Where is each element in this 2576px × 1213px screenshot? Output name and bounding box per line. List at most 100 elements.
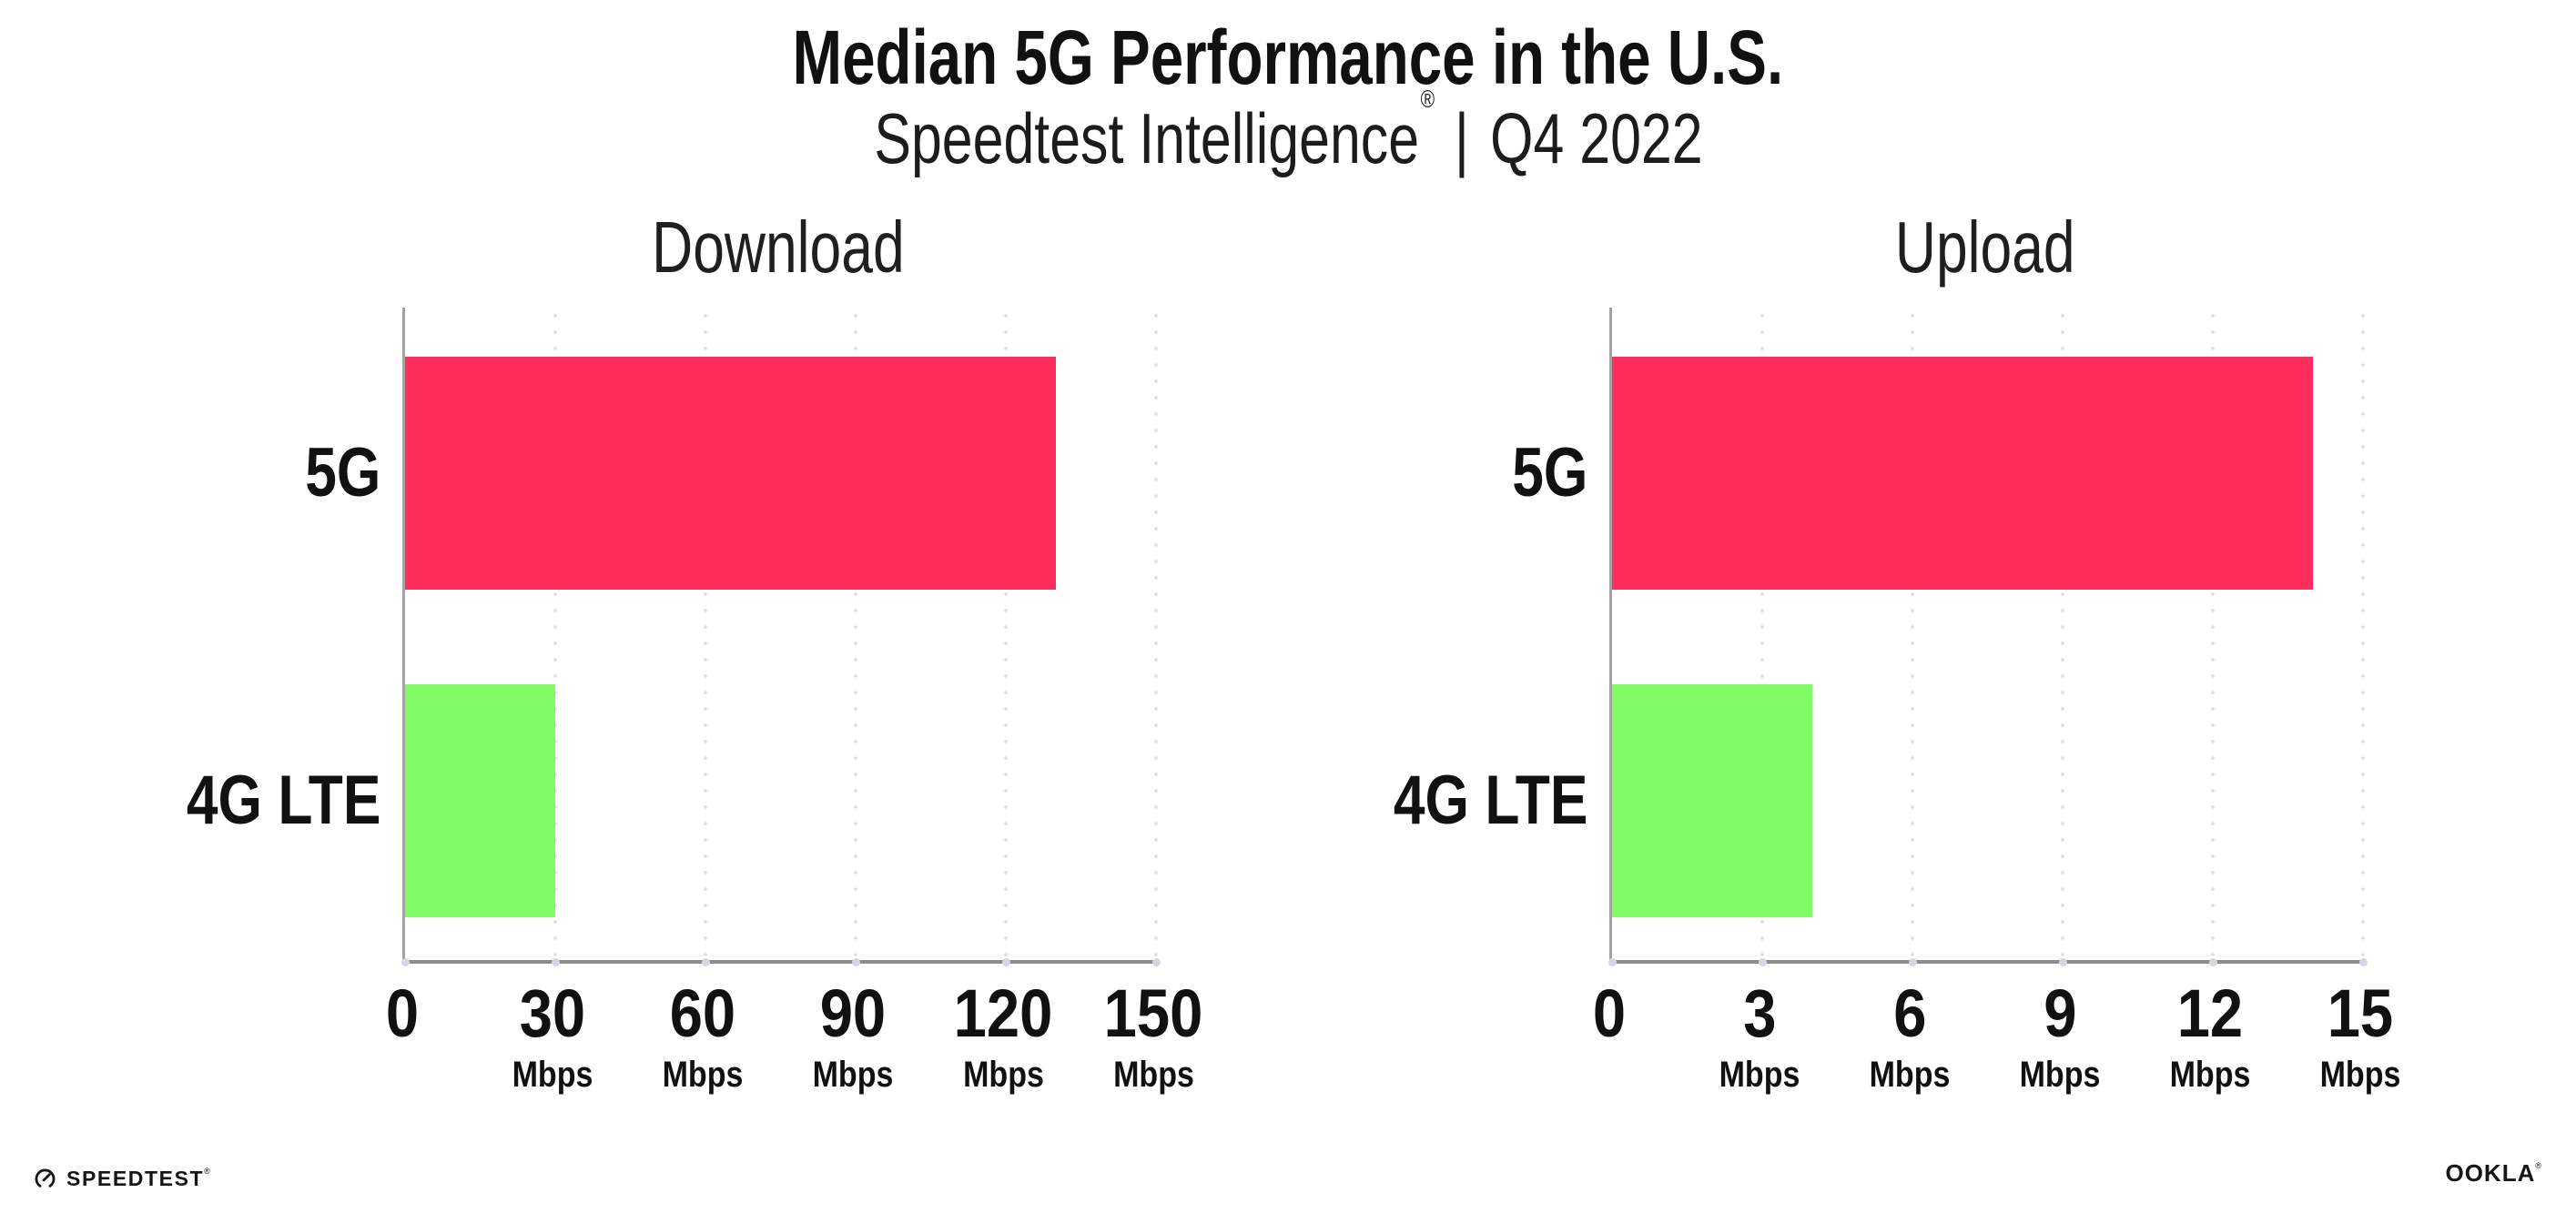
download-xtick-value: 60	[669, 975, 736, 1052]
download-gridline-120	[1004, 308, 1008, 961]
download-xaxis-ticks: 0 30 Mbps 60 Mbps 90 Mbps 120 Mbps 150 Mbps	[386, 975, 1202, 1107]
upload-gridline-9	[2061, 308, 2064, 961]
download-xtick-0: 0	[383, 980, 421, 1047]
upload-gridline-15	[2361, 308, 2365, 961]
upload-xtick-unit-text: Mbps	[1869, 1055, 1951, 1096]
download-category-label-text: 4G LTE	[186, 762, 380, 840]
upload-bar-4g-lte	[1612, 684, 1812, 918]
upload-xtick-unit: Mbps	[1862, 1056, 1957, 1093]
upload-axis-tick-dot-6	[1908, 958, 1917, 967]
upload-xtick-value: 15	[2327, 975, 2394, 1052]
ookla-registered-mark: ®	[2535, 1160, 2541, 1170]
subtitle-period: Q4 2022	[1489, 97, 1703, 178]
registered-trademark-icon: ®	[1420, 85, 1435, 113]
download-xtick-150: 150 Mbps	[1097, 975, 1209, 1096]
upload-gridline-6	[1911, 308, 1914, 961]
speedtest-logo-text: SPEEDTEST	[66, 1167, 205, 1190]
speedtest-gauge-icon	[35, 1168, 56, 1188]
upload-axis-tick-dot-15	[2358, 958, 2368, 967]
download-xtick-unit-text: Mbps	[1112, 1055, 1194, 1096]
upload-gridline-12	[2211, 308, 2215, 961]
download-xtick-unit-text: Mbps	[812, 1055, 894, 1096]
upload-xtick-unit: Mbps	[2013, 1056, 2107, 1093]
speedtest-logo: SPEEDTEST®	[33, 1167, 210, 1191]
download-gridline-60	[704, 308, 707, 961]
download-xtick-value: 90	[819, 975, 887, 1052]
speedtest-registered-mark: ®	[204, 1166, 210, 1176]
upload-xtick-9: 9 Mbps	[2013, 980, 2107, 1094]
upload-axis-tick-dot-0	[1607, 958, 1617, 967]
download-gridline-30	[553, 308, 557, 961]
upload-plot-area	[1607, 308, 2368, 967]
upload-axis-tick-dot-3	[1758, 958, 1767, 967]
upload-axis-tick-dot-12	[2208, 958, 2217, 967]
upload-xtick-3: 3 Mbps	[1712, 975, 1807, 1094]
subtitle-separator: |	[1454, 97, 1469, 178]
upload-xtick-value: 12	[2176, 975, 2244, 1052]
download-xtick-value: 0	[385, 975, 420, 1052]
download-axis-tick-dot-120	[1001, 958, 1010, 967]
page-title: Median 5G Performance in the U.S.	[0, 16, 2576, 99]
upload-bar-5g	[1612, 357, 2313, 591]
download-bar-5g	[405, 357, 1056, 591]
charts-row: Download 5G 4G LTE 0 30 Mbps 60 Mbps 90 Mbps 120…	[0, 211, 2576, 1107]
upload-xtick-unit: Mbps	[1712, 1056, 1807, 1093]
upload-xtick-unit-text: Mbps	[1719, 1055, 1800, 1096]
download-xtick-30: 30 Mbps	[505, 975, 600, 1094]
upload-gridline-3	[1760, 308, 1764, 961]
download-axis-tick-dot-150	[1151, 958, 1161, 967]
upload-xtick-0: 0	[1590, 980, 1628, 1047]
subtitle-brand: Speedtest Intelligence	[873, 97, 1419, 178]
download-xtick-60: 60 Mbps	[655, 975, 750, 1094]
download-chart-title: Download	[651, 207, 905, 288]
upload-xtick-unit: Mbps	[2313, 1056, 2408, 1093]
download-xtick-unit-text: Mbps	[962, 1055, 1044, 1096]
download-xtick-unit: Mbps	[505, 1056, 600, 1093]
download-category-label-text: 5G	[304, 434, 380, 512]
download-bar-4g-lte	[405, 684, 555, 918]
page-title-text: Median 5G Performance in the U.S.	[792, 15, 1784, 100]
download-xtick-value: 30	[519, 975, 586, 1052]
upload-chart-title: Upload	[1894, 207, 2075, 288]
download-xtick-unit-text: Mbps	[662, 1055, 744, 1096]
download-xtick-unit: Mbps	[947, 1056, 1059, 1093]
upload-xtick-unit: Mbps	[2163, 1056, 2257, 1093]
download-axis-tick-dot-0	[401, 958, 410, 967]
download-xtick-120: 120 Mbps	[947, 975, 1059, 1094]
upload-xtick-value: 3	[1742, 975, 1777, 1052]
download-axis-tick-dot-90	[851, 958, 860, 967]
download-xtick-90: 90 Mbps	[806, 975, 900, 1094]
download-axis-tick-dot-30	[551, 958, 560, 967]
download-plot-row: 5G 4G LTE	[138, 308, 1161, 967]
download-xtick-value: 120	[953, 975, 1053, 1052]
upload-xtick-unit-text: Mbps	[2169, 1055, 2251, 1096]
download-category-label-5g: 5G	[138, 357, 380, 590]
download-xtick-unit: Mbps	[655, 1056, 750, 1093]
ookla-logo: OOKLA®	[2445, 1159, 2541, 1188]
upload-xtick-15: 15 Mbps	[2313, 975, 2408, 1094]
download-xtick-value: 150	[1103, 975, 1203, 1052]
download-category-labels: 5G 4G LTE	[138, 308, 402, 960]
upload-category-labels: 5G 4G LTE	[1345, 308, 1609, 960]
upload-xtick-unit-text: Mbps	[2019, 1055, 2101, 1096]
upload-category-label-5g: 5G	[1345, 357, 1587, 590]
download-xtick-unit: Mbps	[806, 1056, 900, 1093]
upload-category-label-text: 5G	[1511, 434, 1587, 512]
download-axis-tick-dot-60	[701, 958, 710, 967]
upload-xtick-12: 12 Mbps	[2163, 975, 2257, 1094]
upload-chart-panel: Upload 5G 4G LTE 0 3 Mbps 6 Mbps 9 Mbps 12 Mbps 15…	[1345, 207, 2400, 1107]
upload-xtick-value: 6	[1892, 975, 1927, 1052]
download-gridline-90	[854, 308, 857, 961]
download-plot-area	[401, 308, 1161, 967]
upload-category-label-text: 4G LTE	[1393, 762, 1587, 840]
ookla-logo-text: OOKLA	[2445, 1159, 2536, 1187]
upload-category-label-4g-lte: 4G LTE	[1345, 684, 1587, 917]
upload-xtick-6: 6 Mbps	[1862, 975, 1957, 1094]
upload-xaxis-ticks: 0 3 Mbps 6 Mbps 9 Mbps 12 Mbps 15 Mbps	[1593, 975, 2400, 1107]
download-xtick-unit-text: Mbps	[512, 1055, 593, 1096]
download-gridline-150	[1154, 308, 1158, 961]
upload-xtick-value: 0	[1592, 975, 1627, 1052]
page-subtitle: Speedtest Intelligence® | Q4 2022	[0, 86, 2576, 178]
download-category-label-4g-lte: 4G LTE	[138, 684, 380, 917]
upload-xtick-unit-text: Mbps	[2319, 1055, 2401, 1096]
